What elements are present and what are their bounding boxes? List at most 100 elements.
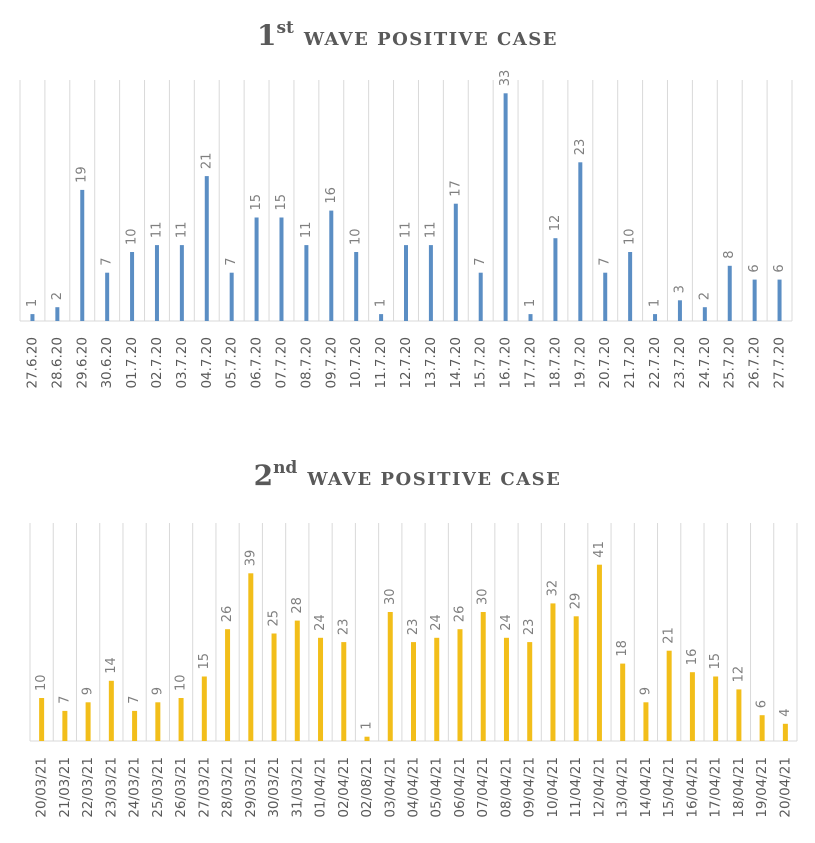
bar (528, 314, 533, 321)
chart-1-first-wave: 1 27.6.20 2 28.6.20 19 29.6.20 7 30.6.20 10 01.7.… (19, 70, 793, 389)
x-tick-label: 29.6.20 (74, 337, 90, 389)
data-label: 24 (499, 614, 514, 631)
x-tick-label: 19/04/21 (754, 757, 770, 818)
x-tick-label: 17.7.20 (523, 337, 539, 389)
chart-1-title-text: WAVE POSITIVE CASE (303, 29, 558, 50)
data-label: 18 (615, 640, 630, 657)
bar (354, 252, 359, 321)
bar (643, 702, 649, 741)
data-label: 9 (81, 687, 96, 695)
bar (178, 698, 184, 741)
data-label: 10 (125, 228, 140, 245)
bar (229, 272, 234, 321)
data-label: 8 (722, 251, 737, 259)
bar (620, 663, 626, 741)
x-tick-label: 07.7.20 (273, 337, 289, 389)
x-tick-label: 13/04/21 (615, 757, 631, 818)
data-label: 6 (755, 700, 770, 708)
data-label: 7 (473, 257, 488, 265)
x-tick-label: 15/04/21 (661, 757, 677, 818)
x-tick-label: 18.7.20 (547, 337, 563, 389)
bar (204, 176, 209, 321)
x-tick-label: 24/03/21 (127, 757, 143, 818)
data-label: 3 (672, 285, 687, 293)
data-label: 16 (685, 649, 700, 666)
x-tick-label: 24.7.20 (697, 337, 713, 389)
bar (179, 245, 184, 321)
data-label: 30 (476, 588, 491, 605)
x-tick-label: 28.6.20 (49, 337, 65, 389)
bar (550, 603, 556, 741)
bar (364, 736, 370, 741)
bar (759, 715, 765, 741)
bar (736, 689, 742, 741)
data-label: 23 (336, 619, 351, 636)
bar (689, 672, 695, 741)
x-tick-label: 04/04/21 (406, 757, 422, 818)
bar (628, 252, 633, 321)
data-label: 2 (697, 292, 712, 300)
data-label: 23 (406, 619, 421, 636)
data-label: 1 (25, 299, 40, 307)
x-tick-label: 25.7.20 (722, 337, 738, 389)
x-tick-label: 21.7.20 (622, 337, 638, 389)
x-tick-label: 03/04/21 (382, 757, 398, 818)
bar (304, 245, 309, 321)
chart-1-title-number: 1 (256, 19, 277, 52)
x-tick-label: 22.7.20 (647, 337, 663, 389)
data-label: 39 (243, 550, 258, 567)
x-tick-label: 06/04/21 (452, 757, 468, 818)
chart-2-title-number: 2 (253, 459, 274, 492)
x-tick-label: 23/03/21 (103, 757, 119, 818)
x-tick-label: 27.7.20 (772, 337, 788, 389)
data-label: 6 (747, 264, 762, 272)
bar (294, 620, 300, 741)
x-tick-label: 27.6.20 (24, 337, 40, 389)
x-tick-label: 06.7.20 (249, 337, 265, 389)
data-label: 10 (623, 228, 638, 245)
bar (201, 676, 207, 741)
chart-1-title-ordinal: st (276, 18, 294, 38)
data-label: 9 (150, 687, 165, 695)
bar (154, 245, 159, 321)
data-label: 24 (429, 614, 444, 631)
x-tick-label: 23.7.20 (672, 337, 688, 389)
chart-2-title-text: WAVE POSITIVE CASE (307, 469, 562, 490)
x-tick-label: 12/04/21 (591, 757, 607, 818)
data-label: 26 (452, 606, 467, 623)
data-label: 7 (598, 257, 613, 265)
bar (271, 633, 277, 741)
bar (30, 314, 35, 321)
bar (553, 238, 558, 321)
bar (782, 723, 788, 741)
bar (132, 710, 138, 741)
x-tick-label: 16/04/21 (684, 757, 700, 818)
x-tick-label: 22/03/21 (80, 757, 96, 818)
data-label: 25 (267, 610, 282, 627)
data-label: 30 (383, 588, 398, 605)
data-label: 10 (34, 674, 49, 691)
data-label: 23 (573, 139, 588, 156)
bar (39, 698, 45, 741)
x-tick-label: 09.7.20 (323, 337, 339, 389)
bar (653, 314, 658, 321)
data-label: 21 (662, 627, 677, 644)
bar (341, 642, 347, 741)
bar (130, 252, 135, 321)
data-label: 26 (220, 606, 235, 623)
data-label: 7 (224, 257, 239, 265)
data-label: 1 (374, 299, 389, 307)
data-label: 14 (104, 657, 119, 674)
bar (596, 564, 602, 741)
data-label: 21 (199, 153, 214, 170)
x-tick-label: 01.7.20 (124, 337, 140, 389)
x-tick-label: 20/03/21 (34, 757, 50, 818)
bar (503, 93, 508, 321)
data-label: 15 (274, 194, 289, 211)
x-tick-label: 28/03/21 (220, 757, 236, 818)
x-tick-label: 30.6.20 (99, 337, 115, 389)
x-tick-label: 05/04/21 (429, 757, 445, 818)
bar (80, 189, 85, 321)
data-label: 1 (360, 721, 375, 729)
